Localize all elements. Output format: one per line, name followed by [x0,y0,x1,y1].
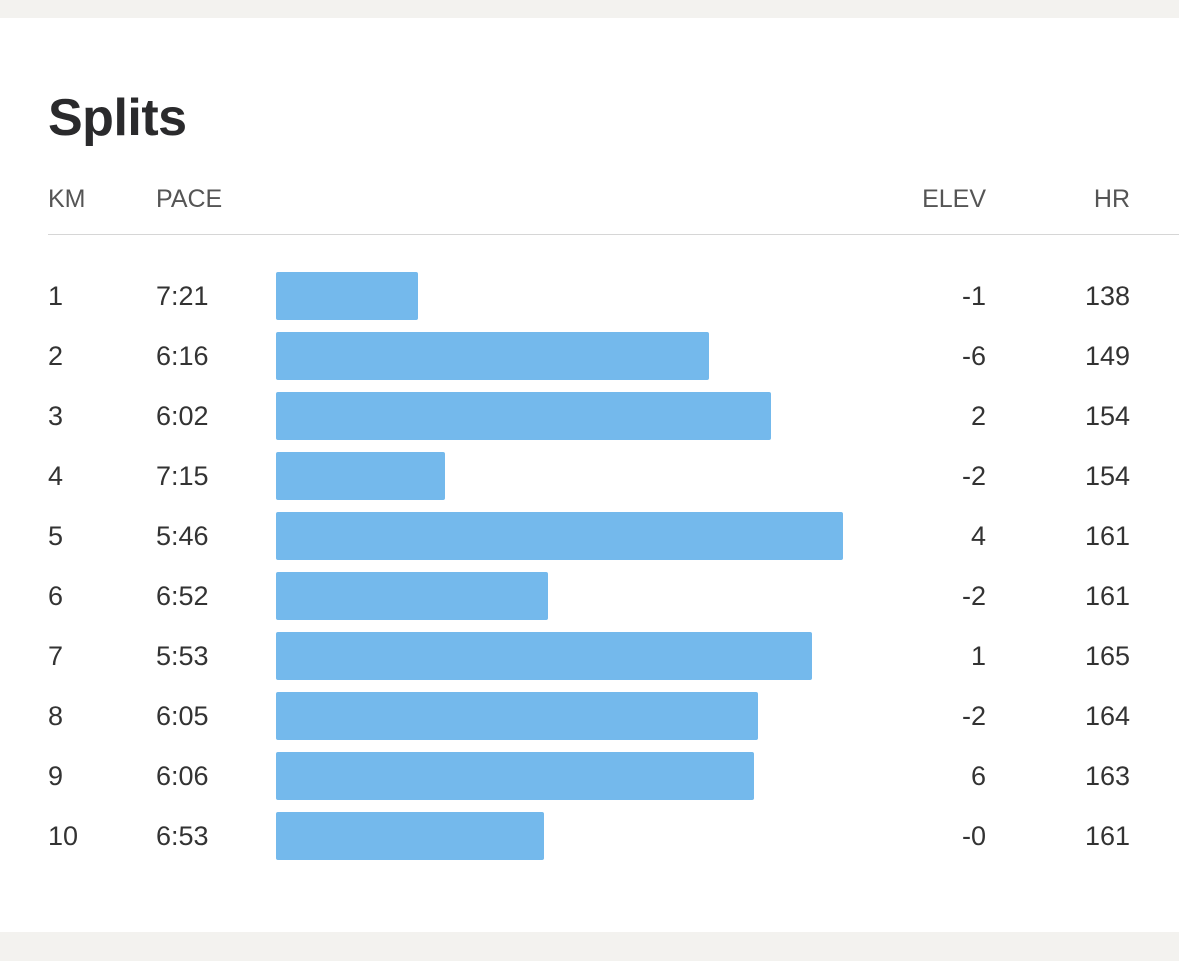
split-pace: 6:06 [156,761,209,791]
pace-bar [276,812,544,860]
pace-bar [276,452,446,500]
split-km: 4 [48,461,64,491]
split-hr: 161 [1084,821,1130,851]
split-elev: -1 [961,281,986,311]
split-pace: 6:16 [156,341,209,371]
split-elev: -2 [961,461,986,491]
split-km: 7 [48,641,64,671]
split-km: 8 [48,701,64,731]
split-km: 3 [48,401,64,431]
split-elev: 4 [970,521,986,551]
split-hr: 154 [1084,401,1130,431]
pace-bar [276,572,548,620]
pace-bar [276,692,759,740]
header-pace: PACE [156,185,223,213]
split-row: 8 6:05 -2 164 [0,692,1179,740]
split-pace: 7:15 [156,461,209,491]
split-pace: 6:02 [156,401,209,431]
split-row: 6 6:52 -2 161 [0,572,1179,620]
split-elev: -6 [961,341,986,371]
split-row: 2 6:16 -6 149 [0,332,1179,380]
split-pace: 5:46 [156,521,209,551]
split-hr: 161 [1084,521,1130,551]
header-km: KM [48,185,86,213]
pace-bar [276,632,812,680]
split-km: 10 [48,821,79,851]
split-elev: 1 [970,641,986,671]
split-elev: 6 [970,761,986,791]
splits-card: Splits KM PACE ELEV HR 1 7:21 -1 138 2 6:16 -6… [0,18,1179,932]
split-row: 9 6:06 6 163 [0,752,1179,800]
split-hr: 165 [1084,641,1130,671]
header-elev: ELEV [922,185,986,213]
split-hr: 161 [1084,581,1130,611]
split-hr: 154 [1084,461,1130,491]
split-row: 7 5:53 1 165 [0,632,1179,680]
split-hr: 138 [1084,281,1130,311]
split-km: 1 [48,281,64,311]
split-hr: 163 [1084,761,1130,791]
split-km: 9 [48,761,64,791]
split-pace: 7:21 [156,281,209,311]
split-km: 2 [48,341,64,371]
pace-bar [276,752,754,800]
split-hr: 164 [1084,701,1130,731]
pace-bar [276,392,772,440]
split-pace: 6:05 [156,701,209,731]
split-row: 5 5:46 4 161 [0,512,1179,560]
split-elev: -2 [961,581,986,611]
pace-bar [276,272,419,320]
split-row: 4 7:15 -2 154 [0,452,1179,500]
split-elev: -0 [961,821,986,851]
header-hr: HR [1093,185,1130,213]
pace-bar [276,512,843,560]
split-pace: 5:53 [156,641,209,671]
split-km: 5 [48,521,64,551]
split-elev: 2 [970,401,986,431]
split-row: 10 6:53 -0 161 [0,812,1179,860]
split-row: 3 6:02 2 154 [0,392,1179,440]
split-row: 1 7:21 -1 138 [0,272,1179,320]
page-title: Splits [48,89,187,147]
split-pace: 6:52 [156,581,209,611]
header-divider [48,234,1179,235]
split-pace: 6:53 [156,821,209,851]
split-hr: 149 [1084,341,1130,371]
split-km: 6 [48,581,64,611]
split-elev: -2 [961,701,986,731]
pace-bar [276,332,709,380]
